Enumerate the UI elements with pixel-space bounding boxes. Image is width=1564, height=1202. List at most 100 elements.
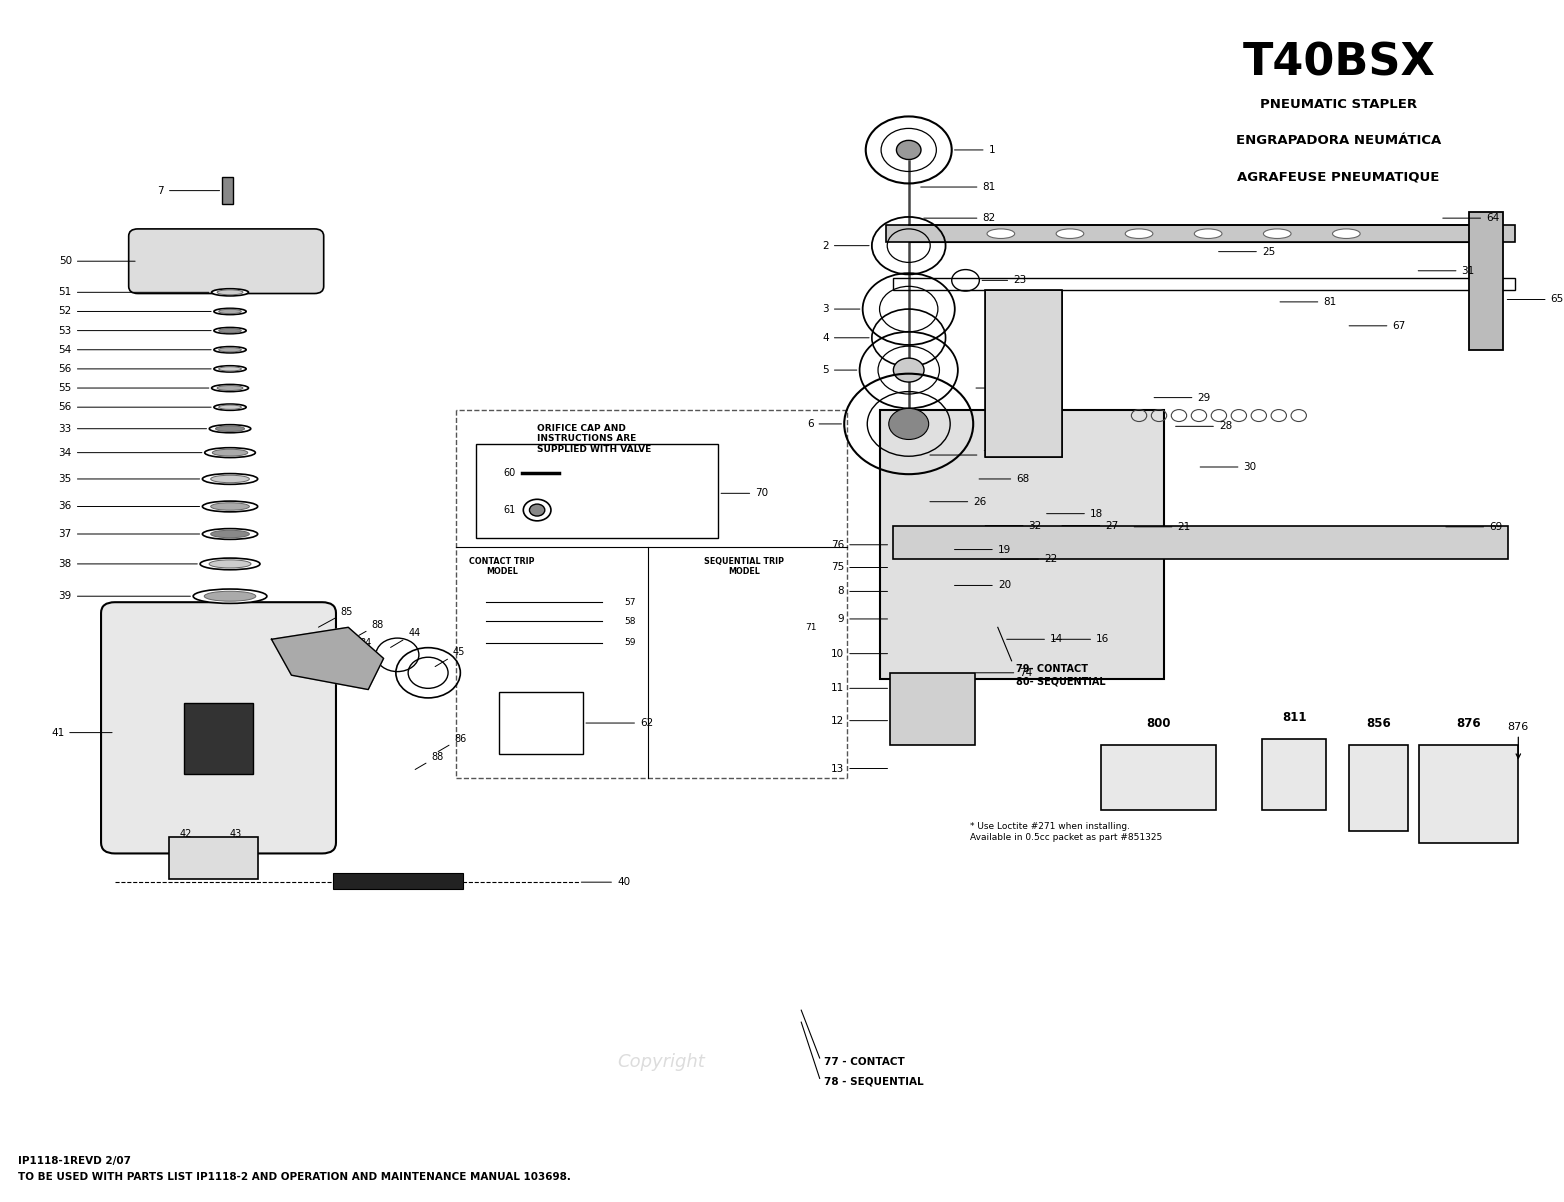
Text: 20: 20 bbox=[954, 581, 1010, 590]
Text: 30: 30 bbox=[1200, 462, 1256, 472]
Text: 79- CONTACT
80- SEQUENTIAL: 79- CONTACT 80- SEQUENTIAL bbox=[1017, 665, 1106, 686]
Ellipse shape bbox=[217, 386, 242, 391]
Text: 42: 42 bbox=[180, 829, 192, 839]
Ellipse shape bbox=[210, 560, 250, 569]
Ellipse shape bbox=[214, 346, 246, 353]
Text: 18: 18 bbox=[1046, 508, 1103, 518]
Ellipse shape bbox=[219, 405, 241, 410]
Text: 19: 19 bbox=[954, 545, 1010, 554]
Text: 6: 6 bbox=[807, 419, 841, 429]
Text: 11: 11 bbox=[830, 684, 887, 694]
Ellipse shape bbox=[213, 450, 247, 456]
Text: 43: 43 bbox=[230, 829, 242, 839]
Text: 26: 26 bbox=[931, 496, 987, 507]
Text: 78 - SEQUENTIAL: 78 - SEQUENTIAL bbox=[824, 1077, 924, 1087]
Text: 55: 55 bbox=[58, 383, 210, 393]
Ellipse shape bbox=[1125, 228, 1153, 238]
Text: 62: 62 bbox=[586, 718, 654, 728]
Text: 16: 16 bbox=[1053, 635, 1109, 644]
Text: 35: 35 bbox=[58, 474, 200, 484]
Ellipse shape bbox=[1333, 228, 1361, 238]
Text: 74: 74 bbox=[976, 668, 1032, 678]
Text: 86: 86 bbox=[438, 733, 466, 751]
Text: AGRAFEUSE PNEUMATIQUE: AGRAFEUSE PNEUMATIQUE bbox=[1237, 171, 1440, 183]
Circle shape bbox=[896, 141, 921, 160]
Text: 23: 23 bbox=[982, 275, 1026, 285]
Bar bbox=[1350, 744, 1408, 831]
Ellipse shape bbox=[214, 365, 246, 373]
Text: 800: 800 bbox=[1146, 718, 1170, 731]
Text: 37: 37 bbox=[58, 529, 200, 538]
Text: 7: 7 bbox=[158, 185, 219, 196]
Bar bbox=[893, 525, 1508, 559]
Text: IP1118-1REVD 2/07: IP1118-1REVD 2/07 bbox=[19, 1155, 131, 1166]
Text: 12: 12 bbox=[830, 715, 887, 726]
Ellipse shape bbox=[214, 309, 246, 315]
Bar bbox=[1101, 744, 1215, 810]
Bar bbox=[985, 290, 1062, 458]
Text: 876: 876 bbox=[1508, 721, 1530, 758]
Ellipse shape bbox=[202, 474, 258, 484]
Text: 81: 81 bbox=[921, 182, 996, 192]
Text: 31: 31 bbox=[1419, 266, 1475, 275]
Text: 25: 25 bbox=[1218, 246, 1275, 257]
Text: 9: 9 bbox=[838, 614, 887, 624]
Text: 856: 856 bbox=[1367, 718, 1390, 731]
Text: 41: 41 bbox=[52, 727, 113, 738]
Text: 5: 5 bbox=[823, 365, 857, 375]
Text: 52: 52 bbox=[58, 307, 211, 316]
Bar bbox=[893, 278, 1516, 290]
Text: 2: 2 bbox=[823, 240, 870, 251]
Circle shape bbox=[530, 504, 544, 516]
Text: 64: 64 bbox=[1442, 213, 1500, 224]
Text: Copyright: Copyright bbox=[616, 1053, 705, 1071]
Ellipse shape bbox=[202, 529, 258, 540]
Text: 61: 61 bbox=[504, 505, 516, 516]
Ellipse shape bbox=[211, 385, 249, 392]
Ellipse shape bbox=[211, 288, 249, 296]
Text: 7: 7 bbox=[931, 450, 988, 460]
Text: 65: 65 bbox=[1508, 294, 1564, 304]
Text: 54: 54 bbox=[58, 345, 211, 355]
Text: 39: 39 bbox=[58, 591, 191, 601]
Bar bbox=[1469, 213, 1503, 350]
Ellipse shape bbox=[200, 558, 260, 570]
Text: 44: 44 bbox=[391, 629, 421, 648]
Ellipse shape bbox=[205, 591, 256, 601]
Text: 76: 76 bbox=[830, 540, 887, 549]
Bar bbox=[890, 673, 974, 744]
Text: 3: 3 bbox=[823, 304, 860, 314]
Text: 75: 75 bbox=[830, 563, 887, 572]
Ellipse shape bbox=[219, 367, 241, 371]
Bar bbox=[1419, 744, 1519, 843]
Text: 81: 81 bbox=[1279, 297, 1337, 307]
Polygon shape bbox=[272, 627, 383, 690]
Text: 71: 71 bbox=[805, 623, 816, 632]
Text: 40: 40 bbox=[582, 877, 630, 887]
Bar bbox=[985, 290, 1062, 458]
Ellipse shape bbox=[210, 424, 250, 433]
Text: TO BE USED WITH PARTS LIST IP1118-2 AND OPERATION AND MAINTENANCE MANUAL 103698.: TO BE USED WITH PARTS LIST IP1118-2 AND … bbox=[19, 1172, 571, 1183]
Text: 32: 32 bbox=[985, 520, 1042, 530]
Text: 53: 53 bbox=[58, 326, 211, 335]
Ellipse shape bbox=[202, 501, 258, 512]
Ellipse shape bbox=[214, 404, 246, 410]
Text: 4: 4 bbox=[823, 333, 870, 343]
Text: 59: 59 bbox=[624, 638, 635, 648]
Text: 60: 60 bbox=[504, 468, 516, 478]
Text: ENGRAPADORA NEUMÁTICA: ENGRAPADORA NEUMÁTICA bbox=[1236, 135, 1442, 148]
Ellipse shape bbox=[217, 290, 242, 294]
Text: CONTACT TRIP
MODEL: CONTACT TRIP MODEL bbox=[469, 557, 535, 576]
Circle shape bbox=[893, 358, 924, 382]
Text: 21: 21 bbox=[1134, 522, 1190, 531]
Ellipse shape bbox=[194, 589, 267, 603]
Ellipse shape bbox=[211, 530, 249, 537]
Ellipse shape bbox=[1056, 228, 1084, 238]
Bar bbox=[1262, 738, 1326, 810]
Text: T40BSX: T40BSX bbox=[1242, 41, 1436, 84]
Text: 68: 68 bbox=[979, 474, 1029, 484]
Ellipse shape bbox=[1195, 228, 1221, 238]
Text: 56: 56 bbox=[58, 364, 211, 374]
Text: 50: 50 bbox=[59, 256, 135, 266]
Bar bbox=[475, 445, 718, 537]
